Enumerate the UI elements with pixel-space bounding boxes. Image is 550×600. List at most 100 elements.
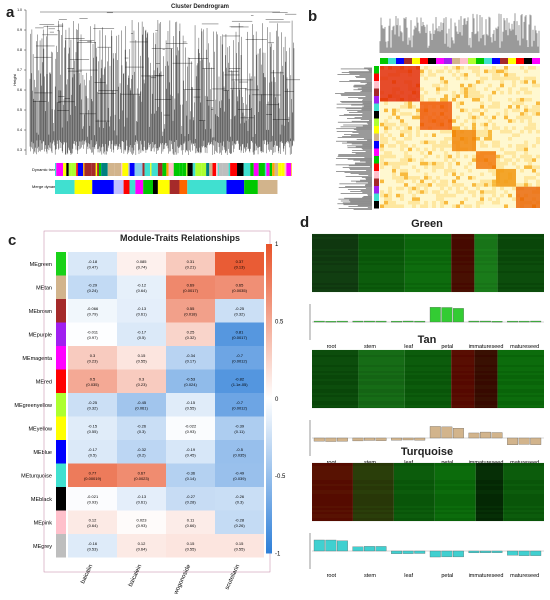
tom-top-color-segment (492, 58, 500, 64)
tom-cell (528, 97, 532, 102)
tom-cell (380, 193, 384, 198)
trait-column-label: baicalein (128, 564, 143, 588)
tom-cell (524, 126, 528, 130)
tom-cell (476, 90, 480, 95)
tom-cell (416, 190, 420, 194)
heatmap-cell (166, 487, 215, 511)
module-color-segment (71, 163, 77, 176)
tom-left-color-segment (374, 81, 379, 89)
tom-cell (416, 112, 420, 116)
expression-bar (530, 320, 542, 323)
expression-heatmap-block (312, 350, 359, 408)
tom-cell (412, 176, 416, 180)
module-color-segment (98, 163, 102, 176)
tom-cell (484, 144, 488, 148)
tom-cell (484, 87, 488, 91)
tom-cell (528, 115, 532, 120)
expression-heatmap-block (312, 234, 359, 292)
tom-cell (476, 97, 480, 102)
module-color-segment (192, 163, 196, 176)
tom-cell (472, 119, 476, 123)
tom-cell (444, 94, 448, 98)
tom-cell (528, 158, 532, 162)
module-color-segment (168, 163, 174, 176)
module-color-segment (278, 163, 282, 176)
tom-cell (520, 97, 524, 102)
tom-cell (448, 168, 452, 173)
heatmap-cell (166, 275, 215, 299)
tom-cell (396, 176, 400, 180)
tom-cell (500, 69, 504, 74)
tom-cell (456, 161, 460, 166)
tom-cell (412, 197, 416, 201)
tom-cell (440, 161, 444, 166)
correlation-value: 0.37 (236, 259, 245, 264)
tom-cell (500, 147, 504, 152)
expression-heatmap-block (404, 350, 452, 408)
module-color-swatch (56, 487, 66, 511)
tom-left-dendrogram (335, 67, 372, 210)
tom-cell (456, 105, 460, 109)
module-color-bars (55, 163, 292, 194)
p-value: (0.00019) (84, 476, 102, 481)
tom-cell (396, 140, 400, 145)
tom-cell (460, 101, 464, 106)
tom-cell (524, 179, 528, 184)
tom-cell (408, 154, 412, 159)
module-color-segment (222, 163, 229, 176)
expression-bar (530, 550, 542, 556)
colorbar-tick-label: -1 (275, 552, 281, 558)
tom-cell (444, 137, 448, 141)
tissue-label: petal (441, 344, 453, 350)
tom-cell (536, 137, 540, 141)
tom-cell (432, 97, 436, 102)
tom-cell (420, 73, 424, 77)
dendrogram-title: Cluster Dendrogram (170, 4, 229, 10)
tan-module-title: Tan (417, 334, 437, 346)
ytick-label: 0.5 (17, 108, 22, 112)
module-row-label: MEgrey (33, 544, 52, 550)
tom-cell (468, 94, 472, 98)
tom-cell (384, 154, 388, 159)
tom-cell (380, 161, 384, 166)
tom-cell (420, 87, 424, 91)
heatmap-cell (166, 369, 215, 393)
tom-cell (464, 186, 468, 191)
tom-cell (468, 190, 472, 194)
tom-cell (404, 129, 408, 134)
module-color-segment (253, 163, 259, 176)
correlation-value: -0.49 (235, 470, 245, 475)
tom-cell (536, 129, 540, 134)
tom-cell (452, 158, 456, 162)
tom-cell (492, 190, 496, 194)
tom-cell (476, 73, 480, 77)
module-row-label: MEpink (34, 520, 53, 526)
tom-cell (380, 179, 384, 184)
tom-cell (404, 126, 408, 130)
expression-bar (402, 320, 414, 323)
tom-cell (528, 161, 532, 166)
tom-cell (464, 126, 468, 130)
tom-cell (492, 90, 496, 95)
trait-column-label: baicalin (80, 564, 94, 585)
tom-cell (440, 197, 444, 201)
p-value: (0.0017) (232, 335, 248, 340)
tom-cell (444, 66, 448, 70)
heatmap-cell (68, 416, 117, 440)
expression-bar (452, 428, 464, 439)
expression-heatmap-block (474, 234, 498, 292)
tom-cell (504, 115, 508, 120)
tom-cell (408, 129, 412, 134)
tom-cell (512, 186, 516, 191)
tom-cell (404, 105, 408, 109)
tom-cell (464, 197, 468, 201)
tom-cell (528, 108, 532, 113)
module-color-segment (151, 163, 158, 176)
tom-cell (380, 154, 384, 159)
tom-cell (448, 186, 452, 191)
tom-cell (388, 161, 392, 166)
correlation-value: 0.023 (136, 517, 147, 522)
module-color-segment (134, 163, 142, 176)
tom-top-color-segment (516, 58, 524, 64)
tom-cell (524, 115, 528, 120)
